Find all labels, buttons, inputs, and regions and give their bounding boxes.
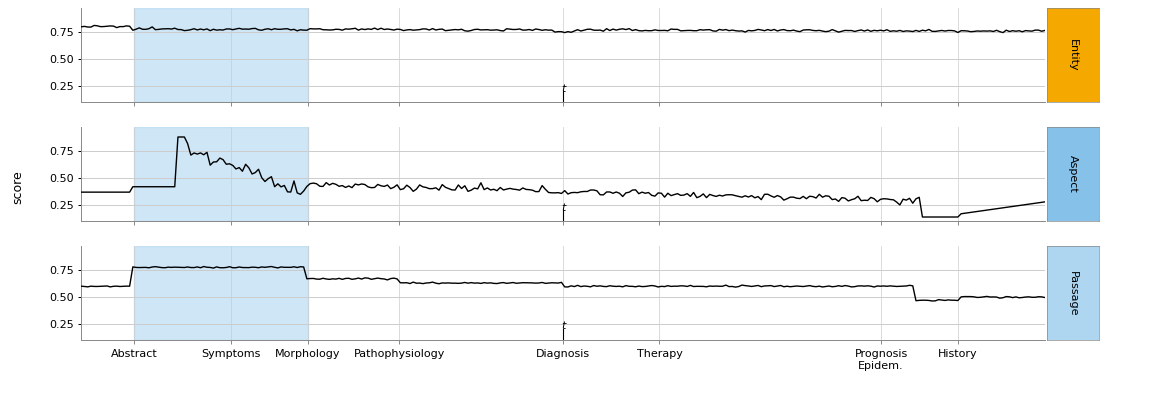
Text: t: t [561, 322, 565, 332]
Text: t: t [561, 203, 565, 212]
Text: score: score [10, 170, 24, 204]
Bar [135, 8, 308, 103]
Bar [135, 127, 308, 221]
Text: Entity: Entity [1068, 39, 1079, 72]
Text: Passage: Passage [1068, 271, 1079, 316]
Text: t: t [561, 83, 565, 93]
Text: Aspect: Aspect [1068, 156, 1079, 193]
Bar [135, 246, 308, 340]
